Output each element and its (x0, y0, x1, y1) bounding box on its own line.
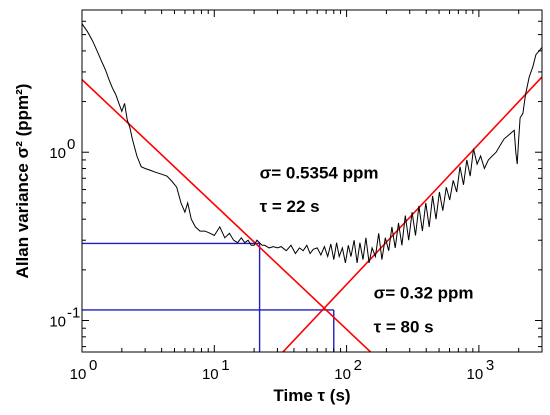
data-series (82, 23, 542, 263)
x-tick-exponent: 1 (221, 357, 229, 374)
annotation-tau1: τ = 22 s (260, 197, 320, 216)
fit-line-1 (281, 76, 542, 352)
x-tick-label: 10 (202, 366, 219, 383)
x-tick-label: 10 (334, 366, 351, 383)
y-tick-label: 10 (49, 145, 66, 162)
y-axis-label: Allan variance σ² (ppm²) (13, 84, 32, 279)
y-tick-exponent: -1 (67, 305, 80, 322)
x-tick-label: 10 (70, 366, 87, 383)
data-series-line-0 (82, 23, 542, 263)
annotation-tau2: τ = 80 s (374, 317, 434, 336)
x-tick-exponent: 3 (486, 357, 494, 374)
annotations: σ= 0.5354 ppm τ = 22 s σ= 0.32 ppm τ = 80 s (260, 163, 474, 336)
y-tick-label: 10 (49, 314, 66, 331)
x-tick-exponent: 2 (354, 357, 362, 374)
fit-lines (82, 76, 542, 352)
x-tick-label: 10 (467, 366, 484, 383)
annotation-sigma1: σ= 0.5354 ppm (260, 163, 379, 182)
annotation-sigma2: σ= 0.32 ppm (374, 284, 474, 303)
x-axis-label: Time τ (s) (273, 386, 350, 405)
fit-line-0 (82, 79, 372, 352)
x-tick-exponent: 0 (89, 357, 97, 374)
plot-frame (81, 9, 543, 353)
y-tick-exponent: 0 (67, 136, 75, 153)
